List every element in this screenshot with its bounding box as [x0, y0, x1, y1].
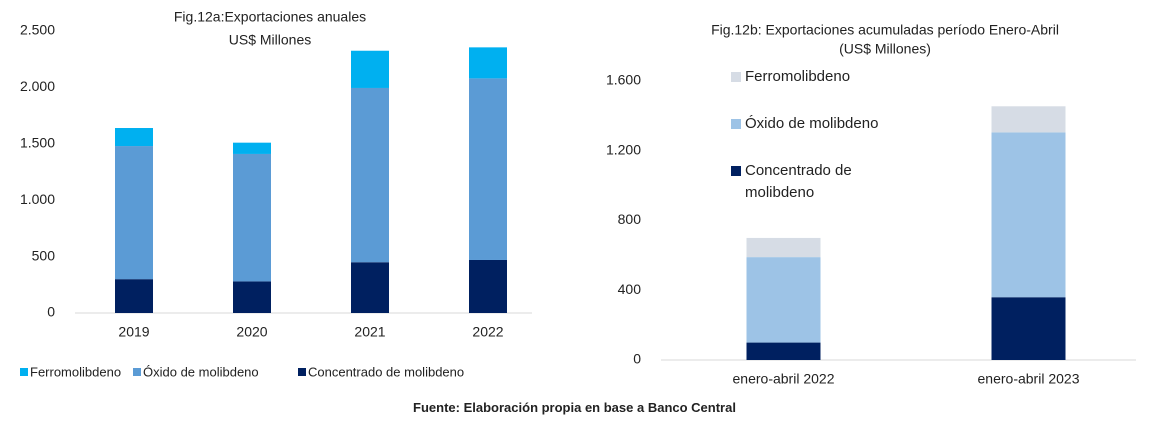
legend-label: Óxido de molibdeno [143, 364, 259, 379]
legend-swatch [298, 368, 306, 376]
y-tick-label: 0 [633, 351, 641, 367]
bar-segment [233, 142, 271, 154]
legend-swatch [133, 368, 141, 376]
legend-swatch [731, 166, 741, 176]
legend-label: Ferromolibdeno [745, 68, 851, 85]
legend-label: Concentrado de molibdeno [745, 162, 852, 201]
bar-segment [233, 281, 271, 313]
y-tick-label: 1.000 [20, 191, 55, 207]
bar-segment [115, 128, 153, 147]
bar-segment [351, 87, 389, 263]
x-tick-label: 2019 [118, 324, 149, 340]
x-tick-label: 2020 [236, 324, 267, 340]
chart-subtitle: (US$ Millones) [839, 41, 931, 57]
bar-segment [233, 153, 271, 282]
y-tick-label: 2.500 [20, 22, 55, 38]
legend-swatch [731, 119, 741, 129]
bar-segment [351, 262, 389, 313]
chart-title: Fig.12b: Exportaciones acumuladas períod… [711, 22, 1059, 38]
y-tick-label: 400 [618, 281, 642, 297]
y-tick-label: 1.200 [606, 141, 641, 157]
bar-segment [991, 297, 1066, 360]
legend-swatch [20, 368, 28, 376]
bar-segment [469, 78, 507, 260]
chart-title: Fig.12a:Exportaciones anuales [174, 9, 366, 25]
legend-swatch [731, 72, 741, 82]
bar-segment [991, 132, 1066, 298]
bar-segment [991, 106, 1066, 133]
bar-segment [746, 342, 821, 360]
y-tick-label: 1.500 [20, 135, 55, 151]
x-tick-label: 2021 [354, 324, 385, 340]
chart-subtitle: US$ Millones [229, 32, 311, 48]
bar-segment [351, 50, 389, 88]
legend-label: Óxido de molibdeno [745, 115, 879, 132]
legend-label: Concentrado de molibdeno [308, 364, 464, 379]
footer: Fuente: Elaboración propia en base a Ban… [413, 400, 736, 415]
bar-segment [115, 279, 153, 313]
x-tick-label: enero-abril 2022 [733, 371, 835, 387]
y-tick-label: 1.600 [606, 72, 641, 88]
bar-segment [469, 47, 507, 79]
x-tick-label: 2022 [472, 324, 503, 340]
bar-segment [115, 146, 153, 280]
x-tick-label: enero-abril 2023 [978, 371, 1080, 387]
y-tick-label: 500 [32, 247, 56, 263]
bar-segment [746, 257, 821, 343]
y-tick-label: 2.000 [20, 78, 55, 94]
bar-segment [746, 237, 821, 258]
y-tick-label: 800 [618, 211, 642, 227]
legend-label: Ferromolibdeno [30, 364, 121, 379]
y-tick-label: 0 [47, 304, 55, 320]
bar-segment [469, 259, 507, 313]
